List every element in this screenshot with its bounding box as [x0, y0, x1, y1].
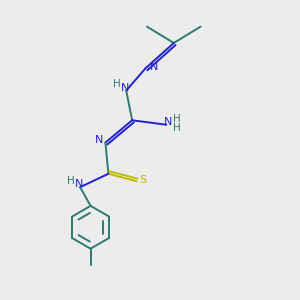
Text: N: N [75, 179, 84, 189]
Text: N: N [150, 62, 158, 72]
Text: S: S [140, 175, 147, 185]
Text: N: N [121, 82, 129, 93]
Text: H: H [67, 176, 74, 186]
Text: H: H [173, 114, 181, 124]
Text: H: H [173, 123, 181, 133]
Text: N: N [95, 135, 104, 145]
Text: H: H [113, 79, 121, 89]
Text: N: N [164, 117, 172, 127]
